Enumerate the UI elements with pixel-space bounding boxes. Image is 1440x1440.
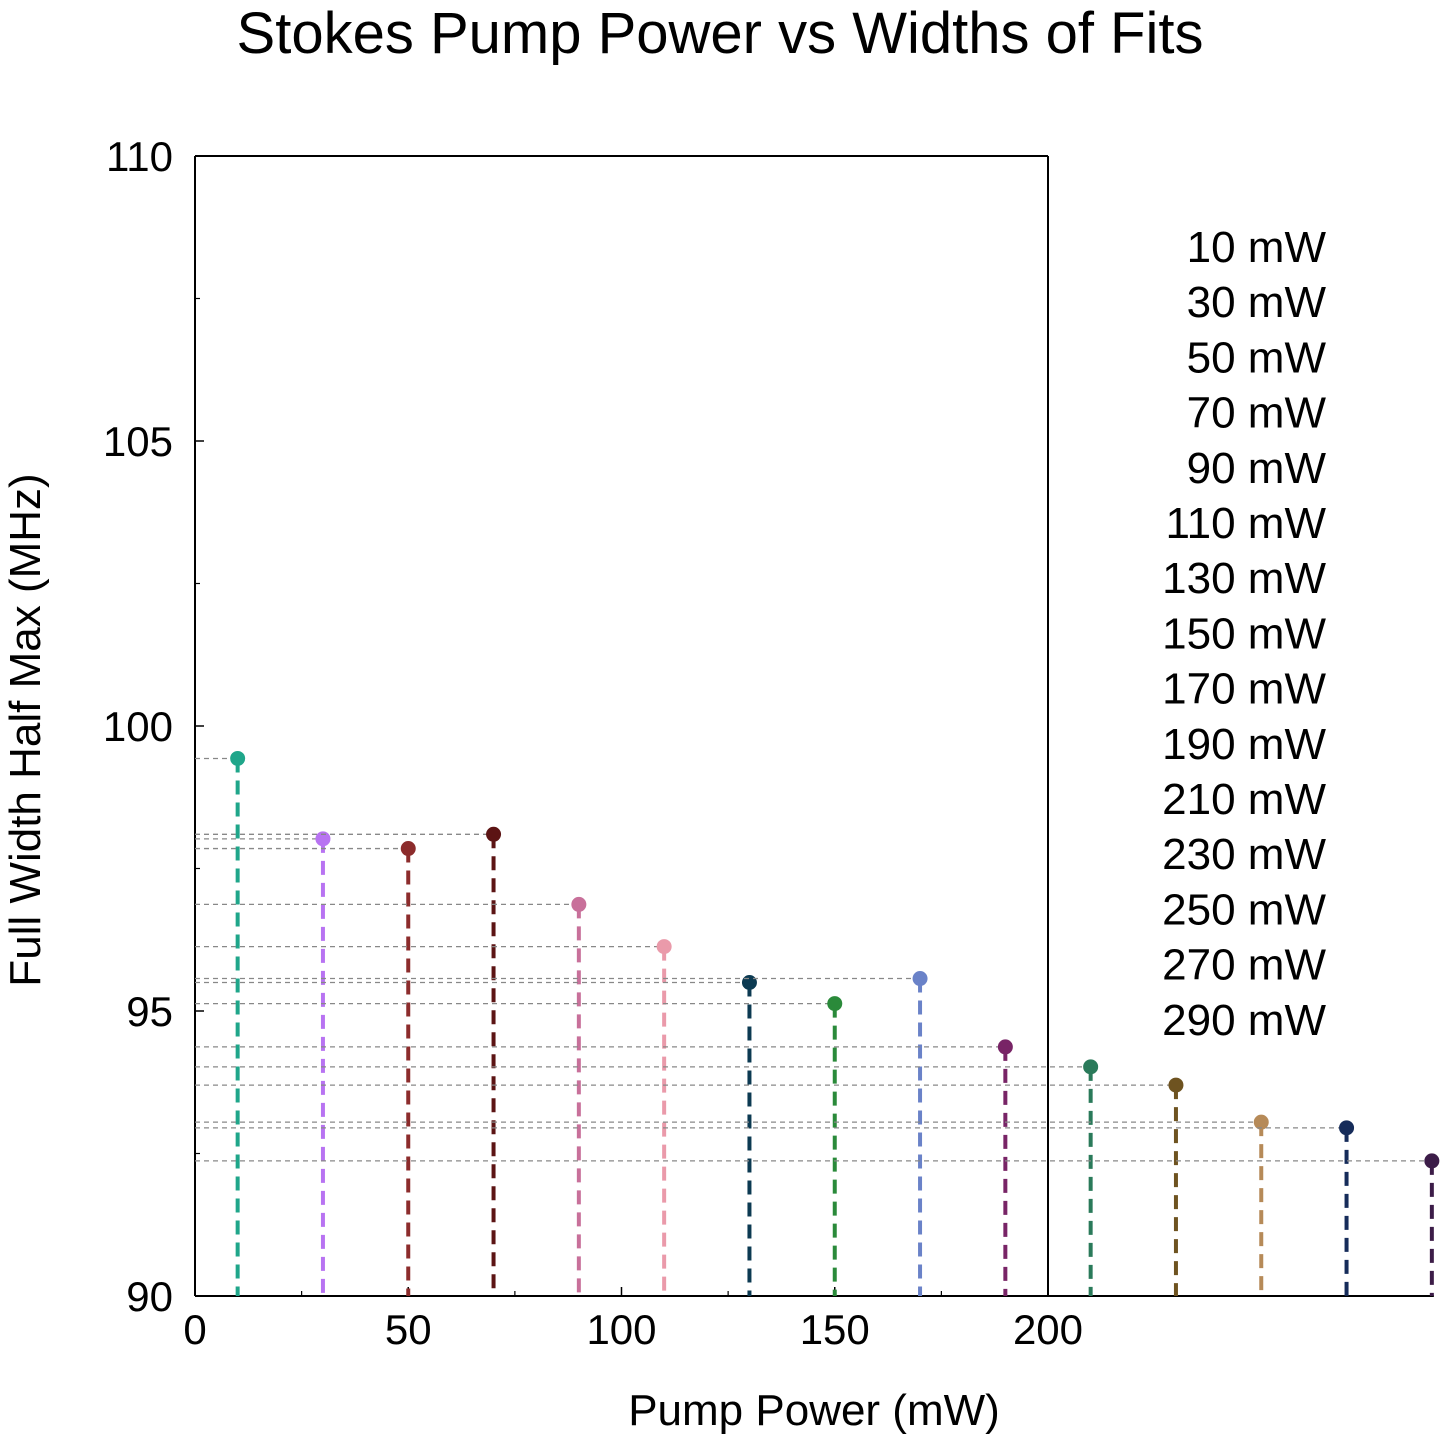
x-axis-label: Pump Power (mW) bbox=[628, 1386, 1000, 1435]
legend-entry: 70 mW bbox=[1187, 389, 1327, 438]
data-point bbox=[571, 896, 587, 912]
legend-entry: 250 mW bbox=[1162, 885, 1326, 934]
legend-entry: 170 mW bbox=[1162, 665, 1326, 714]
legend-entry: 50 mW bbox=[1187, 333, 1327, 382]
x-tick-label: 150 bbox=[800, 1306, 870, 1353]
y-tick-label: 95 bbox=[126, 988, 173, 1035]
data-point bbox=[230, 750, 246, 766]
data-point bbox=[315, 831, 331, 847]
data-point bbox=[912, 971, 928, 987]
legend-entry: 110 mW bbox=[1165, 499, 1326, 548]
data-point bbox=[486, 826, 502, 842]
y-tick-label: 100 bbox=[103, 703, 173, 750]
chart-title: Stokes Pump Power vs Widths of Fits bbox=[237, 1, 1204, 66]
plot-area: 0 50 100 150 200 90 95 100 105 110 bbox=[103, 133, 1440, 1353]
legend-entry: 130 mW bbox=[1162, 554, 1326, 603]
data-point bbox=[400, 841, 416, 857]
y-tick-label: 105 bbox=[103, 418, 173, 465]
data-point bbox=[1339, 1120, 1355, 1136]
x-tick-label: 100 bbox=[586, 1306, 656, 1353]
x-tick-label: 200 bbox=[1013, 1306, 1083, 1353]
legend-entry: 90 mW bbox=[1187, 444, 1327, 493]
legend-entry: 210 mW bbox=[1162, 775, 1326, 824]
data-point bbox=[656, 939, 672, 955]
data-point bbox=[1253, 1114, 1269, 1130]
legend: 10 mW 30 mW 50 mW 70 mW 90 mW 110 mW 130 mW 150… bbox=[1162, 223, 1326, 1045]
data-point bbox=[827, 996, 843, 1012]
legend-entry: 230 mW bbox=[1162, 830, 1326, 879]
y-tick-label: 90 bbox=[126, 1273, 173, 1320]
data-point bbox=[1424, 1153, 1440, 1169]
legend-entry: 30 mW bbox=[1187, 278, 1327, 327]
legend-entry: 150 mW bbox=[1162, 609, 1326, 658]
data-point bbox=[1083, 1059, 1099, 1075]
y-tick-label: 110 bbox=[106, 133, 173, 180]
x-tick-label: 0 bbox=[183, 1306, 206, 1353]
x-tick-label: 50 bbox=[385, 1306, 432, 1353]
data-point bbox=[1168, 1077, 1184, 1093]
legend-entry: 270 mW bbox=[1162, 941, 1326, 990]
legend-entry: 10 mW bbox=[1187, 223, 1327, 272]
data-point bbox=[997, 1039, 1013, 1055]
y-axis-label: Full Width Half Max (MHz) bbox=[1, 473, 50, 986]
legend-entry: 290 mW bbox=[1162, 996, 1326, 1045]
legend-entry: 190 mW bbox=[1162, 720, 1326, 769]
data-point bbox=[741, 975, 757, 990]
